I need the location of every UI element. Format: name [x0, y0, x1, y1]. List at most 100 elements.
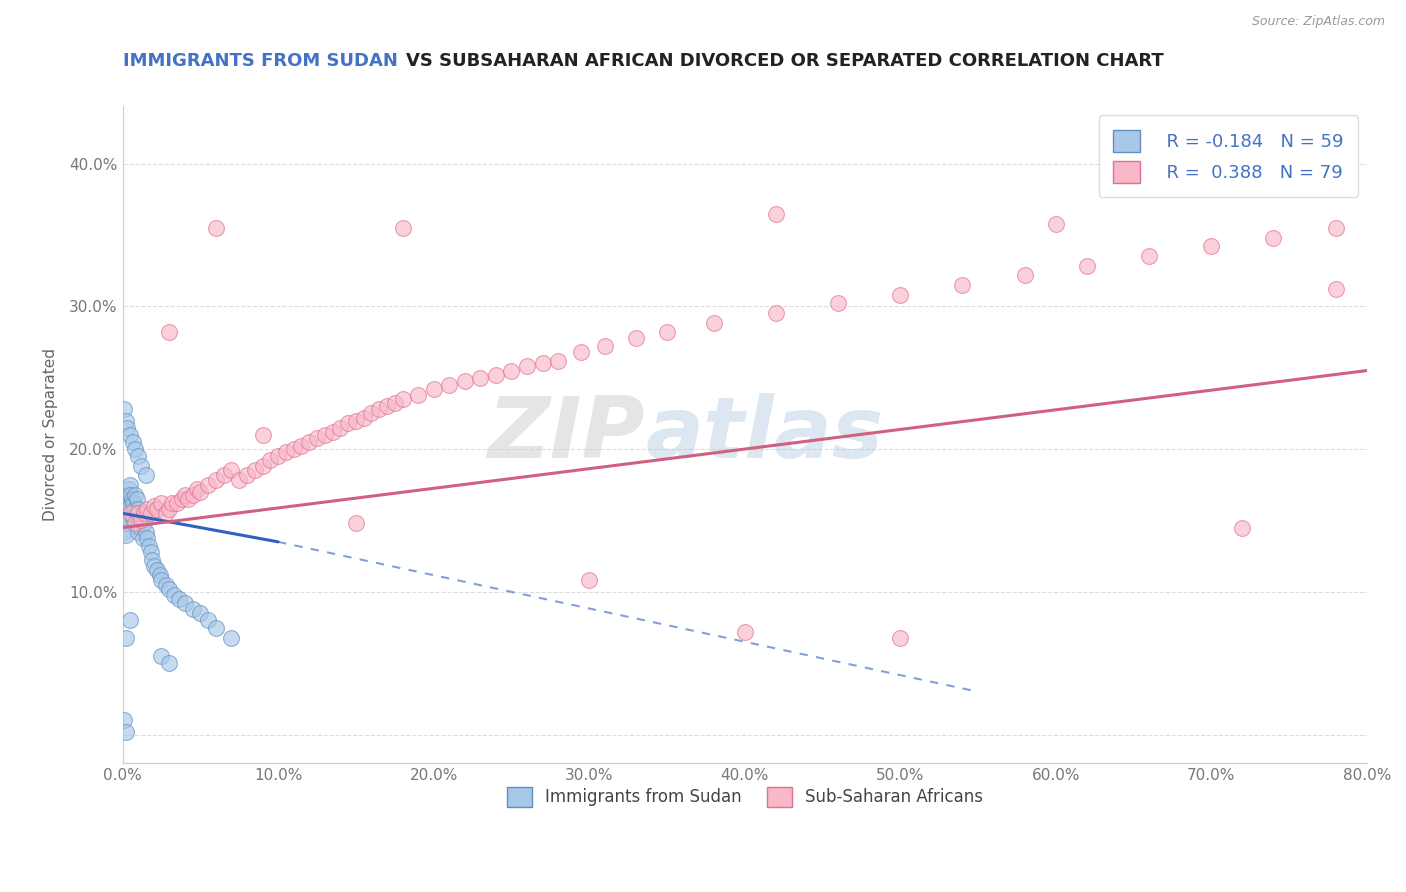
Point [571, 345, 593, 359]
Point [1201, 239, 1223, 253]
Point [166, 496, 188, 510]
Point [114, 506, 136, 520]
Point [243, 463, 266, 477]
Point [132, 531, 155, 545]
Point [120, 477, 142, 491]
Point [186, 482, 208, 496]
Point [114, 724, 136, 739]
Point [134, 516, 156, 531]
Point [139, 506, 162, 520]
Point [384, 396, 406, 410]
Point [531, 356, 554, 370]
Point [142, 559, 165, 574]
Point [344, 413, 367, 427]
Point [146, 563, 169, 577]
Point [314, 427, 336, 442]
Point [139, 545, 162, 559]
Point [1137, 249, 1160, 263]
Point [157, 325, 180, 339]
Point [252, 427, 274, 442]
Point [1324, 282, 1347, 296]
Point [205, 474, 228, 488]
Point [122, 496, 145, 510]
Point [146, 502, 169, 516]
Point [259, 453, 281, 467]
Point [112, 402, 135, 417]
Point [337, 417, 360, 431]
Point [290, 439, 312, 453]
Point [150, 648, 173, 663]
Point [889, 631, 911, 645]
Point [252, 459, 274, 474]
Point [422, 382, 444, 396]
Point [329, 420, 352, 434]
Point [117, 510, 139, 524]
Point [360, 406, 382, 420]
Point [127, 524, 149, 539]
Point [173, 596, 195, 610]
Point [134, 506, 156, 520]
Point [162, 496, 184, 510]
Point [298, 434, 321, 449]
Point [274, 445, 297, 459]
Point [177, 491, 200, 506]
Point [221, 631, 243, 645]
Point [127, 449, 149, 463]
Legend: Immigrants from Sudan, Sub-Saharan Africans: Immigrants from Sudan, Sub-Saharan Afric… [494, 773, 997, 821]
Point [114, 527, 136, 541]
Point [112, 714, 135, 728]
Point [1014, 268, 1036, 282]
Point [173, 488, 195, 502]
Point [267, 449, 290, 463]
Point [1324, 220, 1347, 235]
Point [135, 467, 157, 482]
Point [501, 363, 523, 377]
Point [127, 502, 149, 516]
Point [734, 624, 756, 639]
Point [112, 524, 135, 539]
Text: Source: ZipAtlas.com: Source: ZipAtlas.com [1251, 15, 1385, 28]
Point [1263, 231, 1285, 245]
Point [157, 656, 180, 670]
Point [205, 220, 228, 235]
Point [181, 488, 204, 502]
Point [117, 488, 139, 502]
Point [112, 506, 135, 520]
Point [470, 370, 492, 384]
Point [141, 553, 163, 567]
Point [197, 477, 219, 491]
Point [236, 467, 259, 482]
Point [375, 399, 398, 413]
Point [129, 459, 152, 474]
Point [118, 491, 141, 506]
Point [118, 502, 141, 516]
Point [578, 574, 600, 588]
Point [157, 582, 180, 596]
Point [117, 499, 139, 513]
Point [163, 588, 186, 602]
Point [118, 482, 141, 496]
Point [765, 306, 787, 320]
Point [138, 539, 160, 553]
Point [190, 606, 212, 620]
Point [1232, 520, 1254, 534]
Point [114, 496, 136, 510]
Point [157, 502, 180, 516]
Point [547, 353, 569, 368]
Point [129, 510, 152, 524]
Point [197, 613, 219, 627]
Point [655, 325, 678, 339]
Point [114, 516, 136, 531]
Point [142, 499, 165, 513]
Point [124, 488, 146, 502]
Point [129, 520, 152, 534]
Point [283, 442, 305, 456]
Point [114, 631, 136, 645]
Point [368, 402, 391, 417]
Point [516, 359, 538, 374]
Point [205, 620, 228, 634]
Point [124, 516, 146, 531]
Point [228, 474, 250, 488]
Point [181, 602, 204, 616]
Point [121, 506, 143, 520]
